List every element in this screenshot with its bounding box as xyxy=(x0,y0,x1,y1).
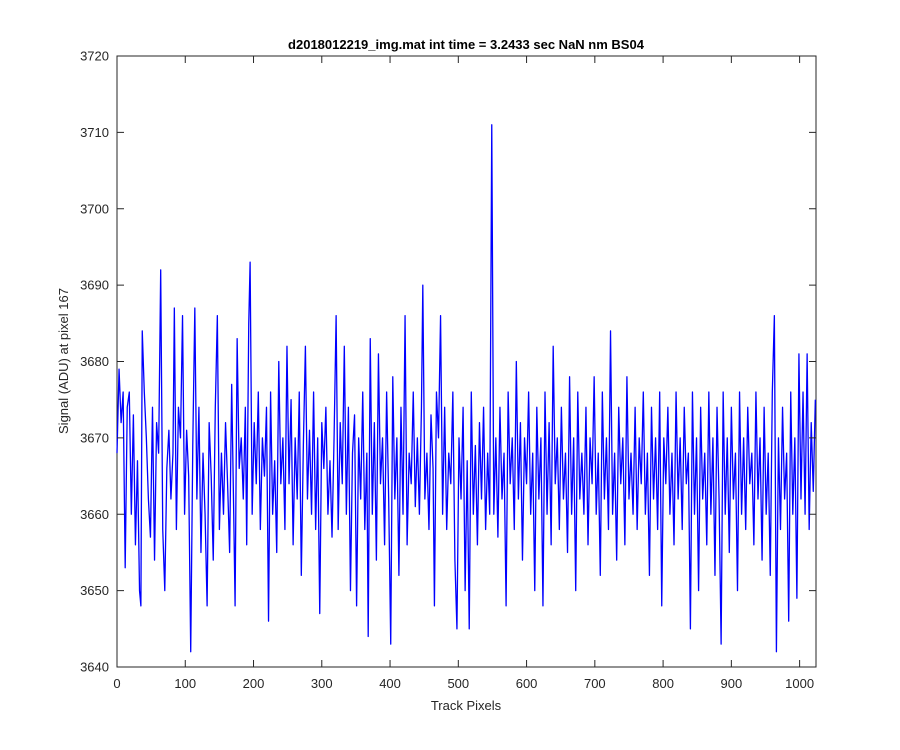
x-tick-label: 200 xyxy=(243,676,265,691)
x-tick-label: 900 xyxy=(721,676,743,691)
x-tick-label: 700 xyxy=(584,676,606,691)
x-axis-label: Track Pixels xyxy=(431,698,502,713)
x-tick-label: 0 xyxy=(113,676,120,691)
series-group xyxy=(116,124,816,653)
y-tick-label: 3660 xyxy=(80,507,109,522)
y-tick-labels: 3640 3650 3660 3670 3680 3690 3700 3710 3720 xyxy=(80,49,109,675)
x-tick-labels: 0 100 200 300 400 500 600 700 800 900 1000 xyxy=(113,676,814,691)
y-tick-label: 3650 xyxy=(80,583,109,598)
ticks-group xyxy=(116,55,816,668)
x-tick-label: 100 xyxy=(174,676,196,691)
series-line-1 xyxy=(116,124,816,653)
chart-title: d2018012219_img.mat int time = 3.2433 se… xyxy=(288,37,645,52)
y-tick-label: 3700 xyxy=(80,201,109,216)
x-tick-label: 300 xyxy=(311,676,333,691)
y-tick-label: 3670 xyxy=(80,430,109,445)
x-tick-label: 1000 xyxy=(785,676,814,691)
x-tick-label: 600 xyxy=(516,676,538,691)
x-tick-label: 500 xyxy=(447,676,469,691)
plot-area xyxy=(116,55,817,668)
y-tick-label: 3680 xyxy=(80,354,109,369)
x-tick-label: 400 xyxy=(379,676,401,691)
y-tick-label: 3710 xyxy=(80,125,109,140)
y-tick-label: 3720 xyxy=(80,49,109,64)
y-tick-label: 3640 xyxy=(80,660,109,675)
y-tick-label: 3690 xyxy=(80,278,109,293)
y-axis-label: Signal (ADU) at pixel 167 xyxy=(56,288,71,434)
x-tick-label: 800 xyxy=(652,676,674,691)
